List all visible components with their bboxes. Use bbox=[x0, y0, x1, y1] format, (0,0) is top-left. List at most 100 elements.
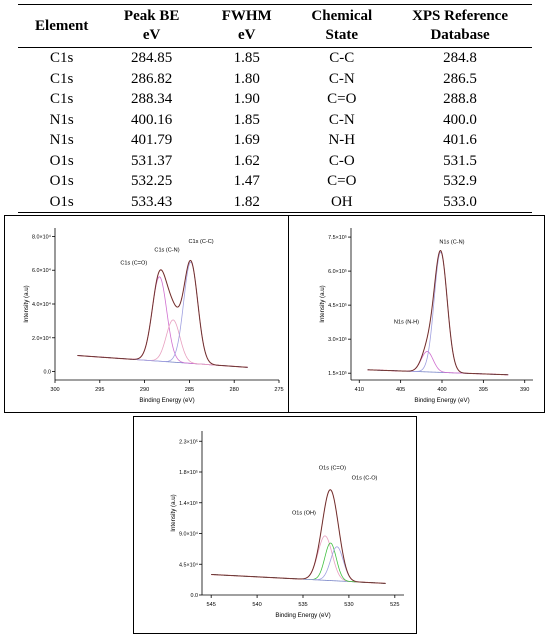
peak-annotation: C1s (C-N) bbox=[154, 248, 179, 254]
cell-chemical-state: C=O bbox=[327, 173, 357, 189]
cell-peak-be: 286.82 bbox=[131, 70, 173, 87]
x-tick-label: 525 bbox=[390, 602, 399, 608]
cell-chemical-state: N-H bbox=[328, 132, 356, 148]
cell-element: N1s bbox=[49, 111, 74, 128]
cell-peak-be: 288.34 bbox=[131, 91, 173, 107]
cell-peak-be: 532.25 bbox=[131, 173, 173, 189]
table-row: O1s 532.25 1.47 C=O 532.9 bbox=[18, 171, 532, 192]
peak-annotation: O1s (C-O) bbox=[352, 476, 378, 482]
measured-spectrum-line bbox=[77, 260, 248, 368]
y-tick-label: 2.3×10⁵ bbox=[179, 439, 198, 445]
c1s-spectrum-chart: 300 295 290 285 280 275 0.0 2.0×10⁴ 4.0×10⁴ 6.0×1… bbox=[23, 228, 284, 404]
n1s-spectrum-chart: 410 405 400 395 390 1.5×10⁵ 3.0×10⁵ 4.5×10⁵ 6.0×… bbox=[319, 228, 533, 404]
y-axis-label: Intensity (a.u) bbox=[23, 285, 30, 323]
cell-reference-be: 286.5 bbox=[443, 70, 477, 87]
cell-chemical-state: OH bbox=[330, 193, 353, 210]
table-row: N1s 401.79 1.69 N-H 401.6 bbox=[18, 130, 532, 151]
x-axis-label: Binding Energy (eV) bbox=[139, 397, 194, 404]
cell-element: N1s bbox=[49, 132, 74, 148]
xps-results-table: Element Peak BE eV FWHM eV Chemical State X… bbox=[18, 4, 532, 213]
cell-fwhm: 1.69 bbox=[233, 132, 260, 148]
cell-element: O1s bbox=[49, 173, 74, 189]
envelope-fit-line bbox=[211, 489, 386, 584]
y-axis-label: Intensity (a.u) bbox=[319, 285, 326, 323]
peak-annotation: C1s (C=O) bbox=[120, 260, 147, 266]
x-tick-label: 280 bbox=[230, 387, 239, 393]
cell-peak-be: 531.37 bbox=[131, 152, 173, 169]
cell-chemical-state: C=O bbox=[327, 91, 357, 107]
cell-chemical-state: C-N bbox=[328, 111, 355, 128]
measured-spectrum-line bbox=[367, 250, 509, 376]
x-tick-label: 545 bbox=[207, 602, 216, 608]
x-tick-label: 390 bbox=[520, 387, 529, 393]
cell-reference-be: 532.9 bbox=[443, 173, 477, 189]
header-xps-reference: XPS Reference Database bbox=[412, 8, 508, 43]
cell-fwhm: 1.47 bbox=[233, 173, 260, 189]
table-header-row: Element Peak BE eV FWHM eV Chemical State X… bbox=[18, 4, 532, 48]
y-tick-label: 8.0×10⁴ bbox=[32, 234, 52, 240]
fit-component-line bbox=[367, 351, 509, 376]
peak-annotation: N1s (N-H) bbox=[394, 320, 419, 326]
cell-element: C1s bbox=[50, 70, 74, 87]
fit-component-line bbox=[77, 261, 248, 368]
cell-chemical-state: C-C bbox=[329, 50, 355, 66]
x-tick-label: 540 bbox=[252, 602, 261, 608]
y-tick-label: 0.0 bbox=[44, 370, 52, 376]
x-tick-label: 410 bbox=[355, 387, 364, 393]
y-tick-label: 7.5×10⁵ bbox=[328, 235, 347, 241]
y-tick-label: 6.0×10⁵ bbox=[328, 269, 347, 275]
peak-annotation: O1s (OH) bbox=[292, 510, 316, 516]
table-row: C1s 284.85 1.85 C-C 284.8 bbox=[18, 48, 532, 69]
peak-annotation: N1s (C-N) bbox=[439, 239, 464, 245]
cell-peak-be: 400.16 bbox=[131, 111, 173, 128]
header-fwhm: FWHM eV bbox=[221, 8, 272, 43]
peak-annotation: C1s (C-C) bbox=[188, 239, 213, 245]
cell-fwhm: 1.80 bbox=[233, 70, 260, 87]
y-tick-label: 1.8×10⁵ bbox=[179, 470, 198, 476]
table-row: C1s 288.34 1.90 C=O 288.8 bbox=[18, 89, 532, 110]
cell-reference-be: 400.0 bbox=[443, 111, 477, 128]
x-tick-label: 290 bbox=[140, 387, 149, 393]
cell-fwhm: 1.62 bbox=[233, 152, 260, 169]
measured-spectrum-line bbox=[211, 489, 386, 584]
x-tick-label: 400 bbox=[437, 387, 446, 393]
x-tick-label: 530 bbox=[344, 602, 353, 608]
y-tick-label: 4.5×10⁵ bbox=[328, 303, 347, 309]
y-tick-label: 9.0×10⁴ bbox=[179, 532, 199, 538]
cell-element: O1s bbox=[49, 193, 74, 210]
table-row: O1s 533.43 1.82 OH 533.0 bbox=[18, 192, 532, 213]
cell-peak-be: 401.79 bbox=[131, 132, 173, 148]
header-element: Element bbox=[35, 17, 89, 34]
x-tick-label: 285 bbox=[185, 387, 194, 393]
cell-reference-be: 531.5 bbox=[443, 152, 477, 169]
envelope-fit-line bbox=[367, 250, 509, 376]
fit-component-line bbox=[77, 319, 248, 368]
cell-element: C1s bbox=[50, 50, 74, 66]
y-tick-label: 4.5×10⁴ bbox=[179, 562, 199, 568]
o1s-spectrum-panel: 545 540 535 530 525 0.0 4.5×10⁴ 9.0×10⁴ 1.4×10⁵ 1… bbox=[133, 416, 417, 634]
envelope-fit-line bbox=[77, 259, 248, 368]
cell-fwhm: 1.90 bbox=[233, 91, 260, 107]
y-tick-label: 3.0×10⁵ bbox=[328, 337, 347, 343]
cell-fwhm: 1.85 bbox=[233, 50, 260, 66]
cell-element: C1s bbox=[50, 91, 74, 107]
header-chemical-state: Chemical State bbox=[311, 8, 373, 43]
n1s-spectrum-panel: 410 405 400 395 390 1.5×10⁵ 3.0×10⁵ 4.5×10⁵ 6.0×… bbox=[288, 215, 545, 413]
table-row: O1s 531.37 1.62 C-O 531.5 bbox=[18, 151, 532, 172]
fit-component-line bbox=[367, 251, 509, 376]
y-axis-label: Intensity (a.u) bbox=[170, 494, 177, 532]
y-tick-label: 6.0×10⁴ bbox=[32, 268, 52, 274]
y-tick-label: 1.4×10⁵ bbox=[179, 501, 198, 507]
cell-fwhm: 1.82 bbox=[233, 193, 260, 210]
x-tick-label: 295 bbox=[95, 387, 104, 393]
x-axis-label: Binding Energy (eV) bbox=[414, 397, 469, 404]
x-tick-label: 535 bbox=[298, 602, 307, 608]
o1s-spectrum-chart: 545 540 535 530 525 0.0 4.5×10⁴ 9.0×10⁴ 1.4×10⁵ 1… bbox=[170, 431, 404, 619]
y-tick-label: 2.0×10⁴ bbox=[32, 336, 52, 342]
cell-peak-be: 533.43 bbox=[131, 193, 173, 210]
fit-component-line bbox=[211, 542, 386, 584]
cell-chemical-state: C-O bbox=[328, 152, 355, 169]
cell-chemical-state: C-N bbox=[328, 70, 355, 87]
cell-fwhm: 1.85 bbox=[233, 111, 260, 128]
peak-annotation: O1s (C=O) bbox=[319, 465, 346, 471]
